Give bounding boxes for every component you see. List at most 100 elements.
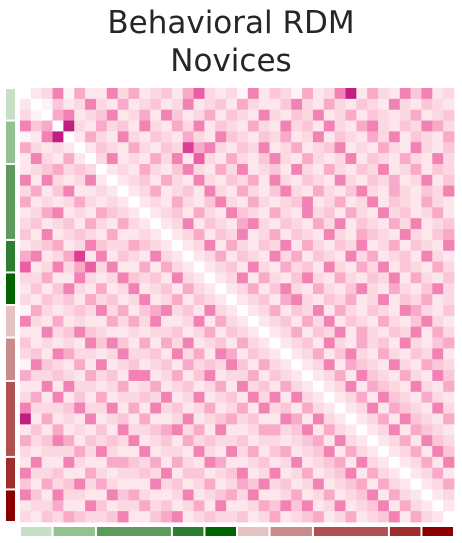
heatmap-cell: [367, 163, 379, 176]
heatmap-cell: [215, 370, 227, 382]
heatmap-cell: [63, 239, 75, 252]
heatmap-cell: [85, 489, 97, 501]
heatmap-cell: [20, 88, 32, 100]
heatmap-cell: [182, 500, 194, 512]
heatmap-cell: [215, 456, 227, 469]
heatmap-cell: [334, 467, 346, 479]
heatmap-cell: [258, 348, 270, 360]
heatmap-cell: [150, 315, 162, 328]
heatmap-cell: [334, 305, 346, 317]
heatmap-cell: [399, 142, 411, 154]
heatmap-cell: [421, 446, 433, 458]
heatmap-cell: [378, 348, 390, 360]
heatmap-cell: [421, 380, 433, 393]
heatmap-cell: [302, 283, 314, 295]
heatmap-cell: [410, 478, 422, 490]
heatmap-cell: [106, 315, 119, 328]
heatmap-cell: [182, 185, 194, 197]
heatmap-cell: [150, 413, 162, 425]
heatmap-cell: [432, 174, 444, 187]
heatmap-cell: [345, 98, 357, 111]
heatmap-cell: [247, 326, 260, 338]
heatmap-cell: [312, 456, 325, 469]
heatmap-cell: [215, 402, 227, 414]
heatmap-cell: [30, 489, 43, 501]
heatmap-cell: [269, 370, 281, 382]
heatmap-cell: [117, 402, 129, 414]
heatmap-cell: [117, 391, 129, 404]
heatmap-cell: [291, 250, 303, 262]
heatmap-cell: [182, 489, 194, 501]
heatmap-cell: [193, 500, 205, 512]
heatmap-cell: [193, 478, 205, 490]
heatmap-cell: [421, 142, 433, 154]
heatmap-cell: [432, 142, 444, 154]
heatmap-cell: [182, 391, 194, 404]
heatmap-cell: [117, 250, 129, 262]
bottom-group-segment: [21, 527, 52, 536]
heatmap-cell: [237, 185, 249, 197]
heatmap-cell: [399, 207, 411, 219]
heatmap-cell: [52, 229, 64, 241]
heatmap-cell: [258, 88, 270, 100]
heatmap-cell: [356, 391, 368, 404]
heatmap-cell: [161, 424, 173, 436]
heatmap-cell: [443, 446, 455, 458]
heatmap-cell: [128, 142, 140, 154]
heatmap-cell: [215, 391, 227, 404]
heatmap-cell: [269, 207, 281, 219]
heatmap-cell: [85, 239, 97, 252]
heatmap-cell: [193, 413, 205, 425]
heatmap-cell: [356, 142, 368, 154]
heatmap-cell: [226, 511, 238, 523]
heatmap-cell: [215, 478, 227, 490]
heatmap-cell: [302, 326, 314, 338]
heatmap-cell: [302, 250, 314, 262]
heatmap-cell: [367, 98, 379, 111]
heatmap-cell: [237, 478, 249, 490]
heatmap-cell: [367, 131, 379, 143]
heatmap-cell: [258, 98, 270, 111]
heatmap-cell: [74, 370, 86, 382]
heatmap-cell: [269, 500, 281, 512]
heatmap-cell: [399, 283, 411, 295]
heatmap-cell: [302, 120, 314, 132]
heatmap-cell: [410, 239, 422, 252]
heatmap-cell: [204, 250, 216, 262]
heatmap-cell: [356, 348, 368, 360]
heatmap-cell: [74, 359, 86, 371]
heatmap-cell: [193, 131, 205, 143]
heatmap-cell: [410, 337, 422, 349]
heatmap-cell: [323, 174, 336, 187]
heatmap-cell: [345, 196, 357, 208]
heatmap-cell: [95, 185, 108, 197]
heatmap-cell: [258, 131, 270, 143]
heatmap-cell: [63, 98, 75, 111]
heatmap-cell: [312, 109, 325, 121]
heatmap-cell: [63, 326, 75, 338]
heatmap-cell: [280, 391, 292, 404]
heatmap-cell: [204, 446, 216, 458]
heatmap-cell: [269, 446, 281, 458]
heatmap-cell: [226, 174, 238, 187]
heatmap-cell: [117, 326, 129, 338]
heatmap-cell: [95, 337, 108, 349]
heatmap-cell: [247, 359, 260, 371]
heatmap-cell: [323, 402, 336, 414]
heatmap-cell: [171, 98, 184, 111]
heatmap-cell: [215, 88, 227, 100]
heatmap-cell: [30, 98, 43, 111]
heatmap-cell: [421, 283, 433, 295]
heatmap-cell: [302, 337, 314, 349]
heatmap-cell: [388, 413, 401, 425]
heatmap-cell: [63, 413, 75, 425]
heatmap-cell: [269, 380, 281, 393]
heatmap-cell: [74, 163, 86, 176]
heatmap-cell: [193, 250, 205, 262]
heatmap-cell: [215, 294, 227, 306]
heatmap-cell: [204, 120, 216, 132]
heatmap-cell: [410, 88, 422, 100]
heatmap-cell: [128, 359, 140, 371]
heatmap-cell: [280, 218, 292, 230]
heatmap-cell: [150, 500, 162, 512]
